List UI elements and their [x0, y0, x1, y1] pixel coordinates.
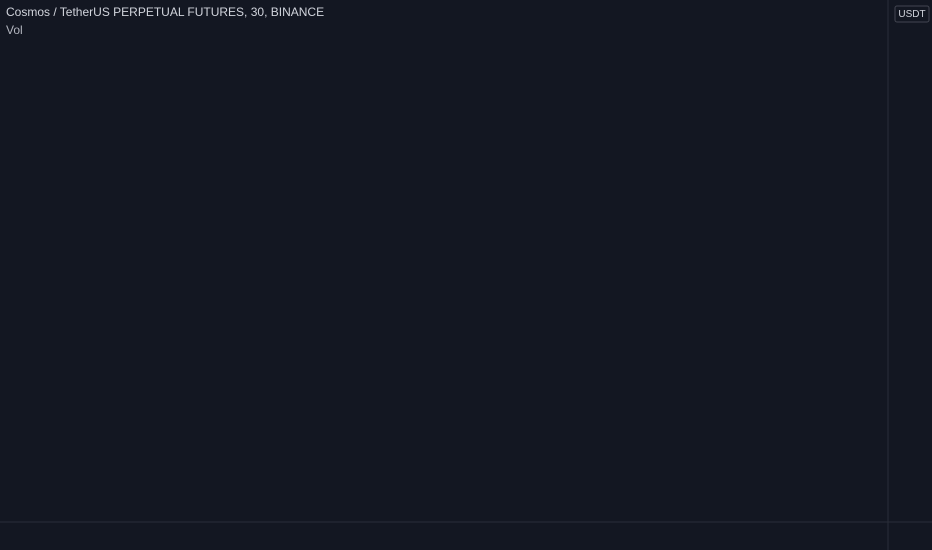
currency-box[interactable]	[894, 5, 930, 23]
indicator-label: Vol	[6, 23, 23, 37]
chart-title: Cosmos / TetherUS PERPETUAL FUTURES, 30,…	[6, 5, 324, 19]
currency-label[interactable]: USDT	[898, 9, 925, 20]
